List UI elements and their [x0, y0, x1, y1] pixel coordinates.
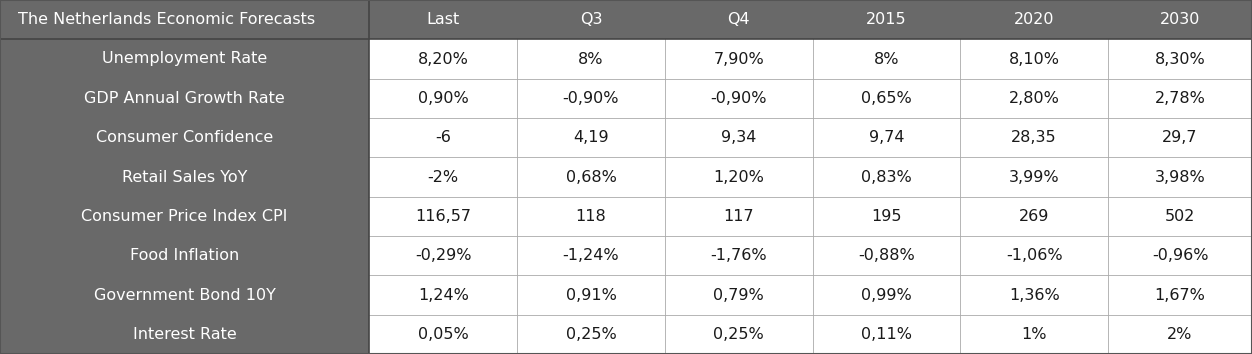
- Text: 3,98%: 3,98%: [1154, 170, 1206, 184]
- Text: 0,99%: 0,99%: [861, 287, 911, 303]
- Text: Interest Rate: Interest Rate: [133, 327, 237, 342]
- Text: -1,76%: -1,76%: [710, 248, 767, 263]
- Text: -0,90%: -0,90%: [562, 91, 620, 106]
- Bar: [1108, 0, 1252, 39]
- Text: 1%: 1%: [1022, 327, 1047, 342]
- Text: 0,90%: 0,90%: [418, 91, 468, 106]
- Text: 0,25%: 0,25%: [714, 327, 764, 342]
- Text: Last: Last: [427, 12, 459, 27]
- Text: 29,7: 29,7: [1162, 130, 1198, 145]
- Text: Government Bond 10Y: Government Bond 10Y: [94, 287, 275, 303]
- Text: Unemployment Rate: Unemployment Rate: [103, 51, 267, 67]
- Text: 7,90%: 7,90%: [714, 51, 764, 67]
- Text: -0,29%: -0,29%: [414, 248, 472, 263]
- Bar: [0, 0, 369, 354]
- Text: 0,68%: 0,68%: [566, 170, 616, 184]
- Text: Retail Sales YoY: Retail Sales YoY: [121, 170, 248, 184]
- Text: 0,79%: 0,79%: [714, 287, 764, 303]
- Text: Q3: Q3: [580, 12, 602, 27]
- Text: -6: -6: [436, 130, 451, 145]
- Text: 2020: 2020: [1014, 12, 1054, 27]
- Text: Consumer Price Index CPI: Consumer Price Index CPI: [81, 209, 288, 224]
- Text: GDP Annual Growth Rate: GDP Annual Growth Rate: [84, 91, 285, 106]
- Bar: [813, 0, 960, 39]
- Text: 2,80%: 2,80%: [1009, 91, 1059, 106]
- Text: 0,11%: 0,11%: [861, 327, 911, 342]
- Text: 0,83%: 0,83%: [861, 170, 911, 184]
- Text: 8,20%: 8,20%: [418, 51, 468, 67]
- Text: 116,57: 116,57: [416, 209, 471, 224]
- Text: 2015: 2015: [866, 12, 906, 27]
- Text: -0,88%: -0,88%: [858, 248, 915, 263]
- Bar: [369, 0, 517, 39]
- Text: 8%: 8%: [874, 51, 899, 67]
- Bar: [517, 0, 665, 39]
- Text: Food Inflation: Food Inflation: [130, 248, 239, 263]
- Text: 8,30%: 8,30%: [1154, 51, 1206, 67]
- Text: 2,78%: 2,78%: [1154, 91, 1206, 106]
- Text: 4,19: 4,19: [573, 130, 608, 145]
- Text: 502: 502: [1164, 209, 1196, 224]
- Text: 3,99%: 3,99%: [1009, 170, 1059, 184]
- Text: Consumer Confidence: Consumer Confidence: [96, 130, 273, 145]
- Bar: [665, 0, 813, 39]
- Text: 2%: 2%: [1167, 327, 1193, 342]
- Text: 1,20%: 1,20%: [714, 170, 764, 184]
- Text: 118: 118: [576, 209, 606, 224]
- Text: 0,25%: 0,25%: [566, 327, 616, 342]
- Bar: [960, 0, 1108, 39]
- Text: -1,24%: -1,24%: [562, 248, 620, 263]
- Text: 9,34: 9,34: [721, 130, 756, 145]
- Text: -0,90%: -0,90%: [710, 91, 767, 106]
- Text: -2%: -2%: [428, 170, 458, 184]
- Text: Q4: Q4: [727, 12, 750, 27]
- Text: 9,74: 9,74: [869, 130, 904, 145]
- Bar: [369, 39, 1252, 354]
- Text: 195: 195: [871, 209, 901, 224]
- Text: 0,05%: 0,05%: [418, 327, 468, 342]
- Text: 2030: 2030: [1159, 12, 1201, 27]
- Text: The Netherlands Economic Forecasts: The Netherlands Economic Forecasts: [19, 12, 316, 27]
- Text: -0,96%: -0,96%: [1152, 248, 1208, 263]
- Text: 0,91%: 0,91%: [566, 287, 616, 303]
- Text: 269: 269: [1019, 209, 1049, 224]
- Text: 0,65%: 0,65%: [861, 91, 911, 106]
- Text: 8,10%: 8,10%: [1009, 51, 1059, 67]
- Text: 1,36%: 1,36%: [1009, 287, 1059, 303]
- Text: -1,06%: -1,06%: [1005, 248, 1063, 263]
- Text: 1,67%: 1,67%: [1154, 287, 1206, 303]
- Text: 117: 117: [724, 209, 754, 224]
- Text: 1,24%: 1,24%: [418, 287, 468, 303]
- Text: 8%: 8%: [578, 51, 603, 67]
- Text: 28,35: 28,35: [1012, 130, 1057, 145]
